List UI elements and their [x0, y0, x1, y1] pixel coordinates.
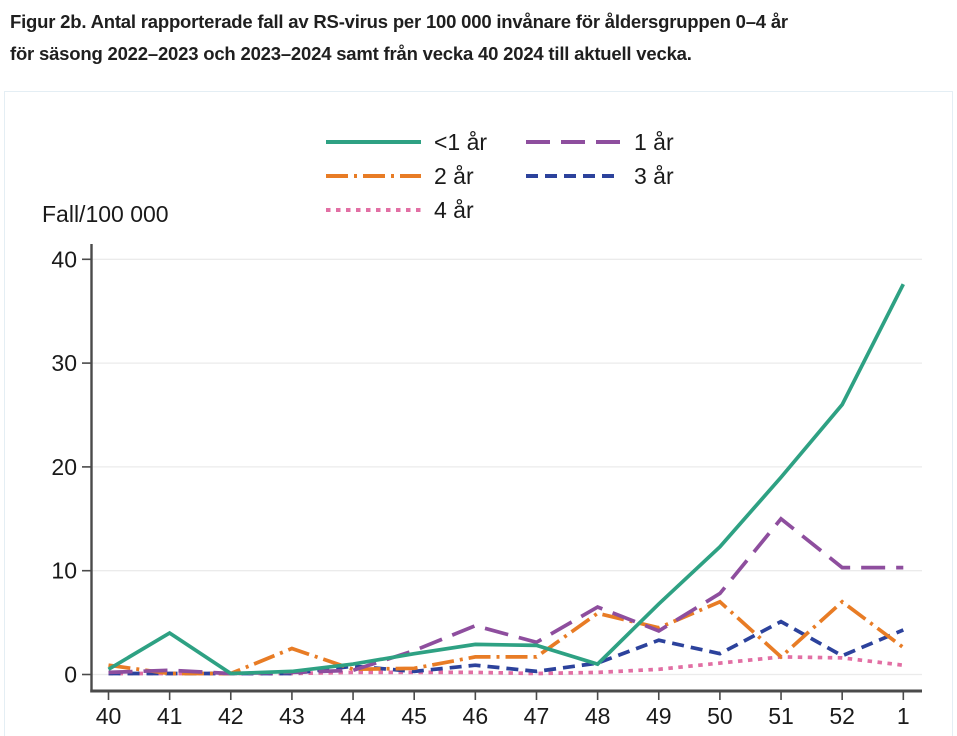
- x-tick-label: 49: [646, 703, 672, 729]
- legend-item-1: 1 år: [526, 127, 726, 157]
- y-tick-label: 0: [64, 662, 77, 688]
- legend-item-4: 4 år: [326, 195, 526, 225]
- series-line-2-r: [108, 599, 905, 676]
- legend-swatch-line: [526, 174, 621, 178]
- x-tick-label: 51: [768, 703, 794, 729]
- legend-item-2: 2 år: [326, 161, 526, 191]
- y-tick-label: 20: [51, 454, 77, 480]
- legend-item-0: <1 år: [326, 127, 526, 157]
- y-tick-label: 40: [51, 246, 77, 272]
- legend-item-3: 3 år: [526, 161, 726, 191]
- y-axis-title: Fall/100 000: [42, 201, 169, 227]
- legend-label: <1 år: [434, 128, 488, 155]
- x-tick-label: 40: [96, 703, 122, 729]
- y-tick-label: 30: [51, 350, 77, 376]
- series-line-1-r: [108, 516, 904, 676]
- x-tick-label: 44: [340, 703, 366, 729]
- x-tick-label: 48: [585, 703, 611, 729]
- x-tick-label: 1: [897, 703, 910, 729]
- figure-title: Figur 2b. Antal rapporterade fall av RS-…: [10, 6, 955, 70]
- x-tick-label: 41: [157, 703, 183, 729]
- chart-legend: <1 år 1 år 2 år 3 år 4 år: [326, 127, 726, 225]
- x-tick-label: 46: [463, 703, 489, 729]
- legend-swatch-line: [326, 174, 421, 178]
- y-tick-label: 10: [51, 558, 77, 584]
- legend-label: 3 år: [634, 162, 674, 189]
- legend-label: 4 år: [434, 196, 474, 223]
- legend-swatch-line: [526, 140, 621, 144]
- legend-label: 2 år: [434, 162, 474, 189]
- series-line--1-r: [107, 283, 905, 676]
- x-tick-label: 42: [218, 703, 244, 729]
- series-line-3-r: [108, 619, 905, 676]
- x-tick-label: 47: [524, 703, 550, 729]
- x-tick-label: 45: [401, 703, 427, 729]
- figure-title-line1: Figur 2b. Antal rapporterade fall av RS-…: [10, 11, 788, 32]
- x-tick-label: 50: [707, 703, 733, 729]
- x-tick-label: 52: [829, 703, 855, 729]
- legend-label: 1 år: [634, 128, 674, 155]
- figure-title-line2: för säsong 2022–2023 och 2023–2024 samt …: [10, 43, 692, 64]
- x-tick-label: 43: [279, 703, 305, 729]
- legend-swatch-line: [326, 140, 421, 144]
